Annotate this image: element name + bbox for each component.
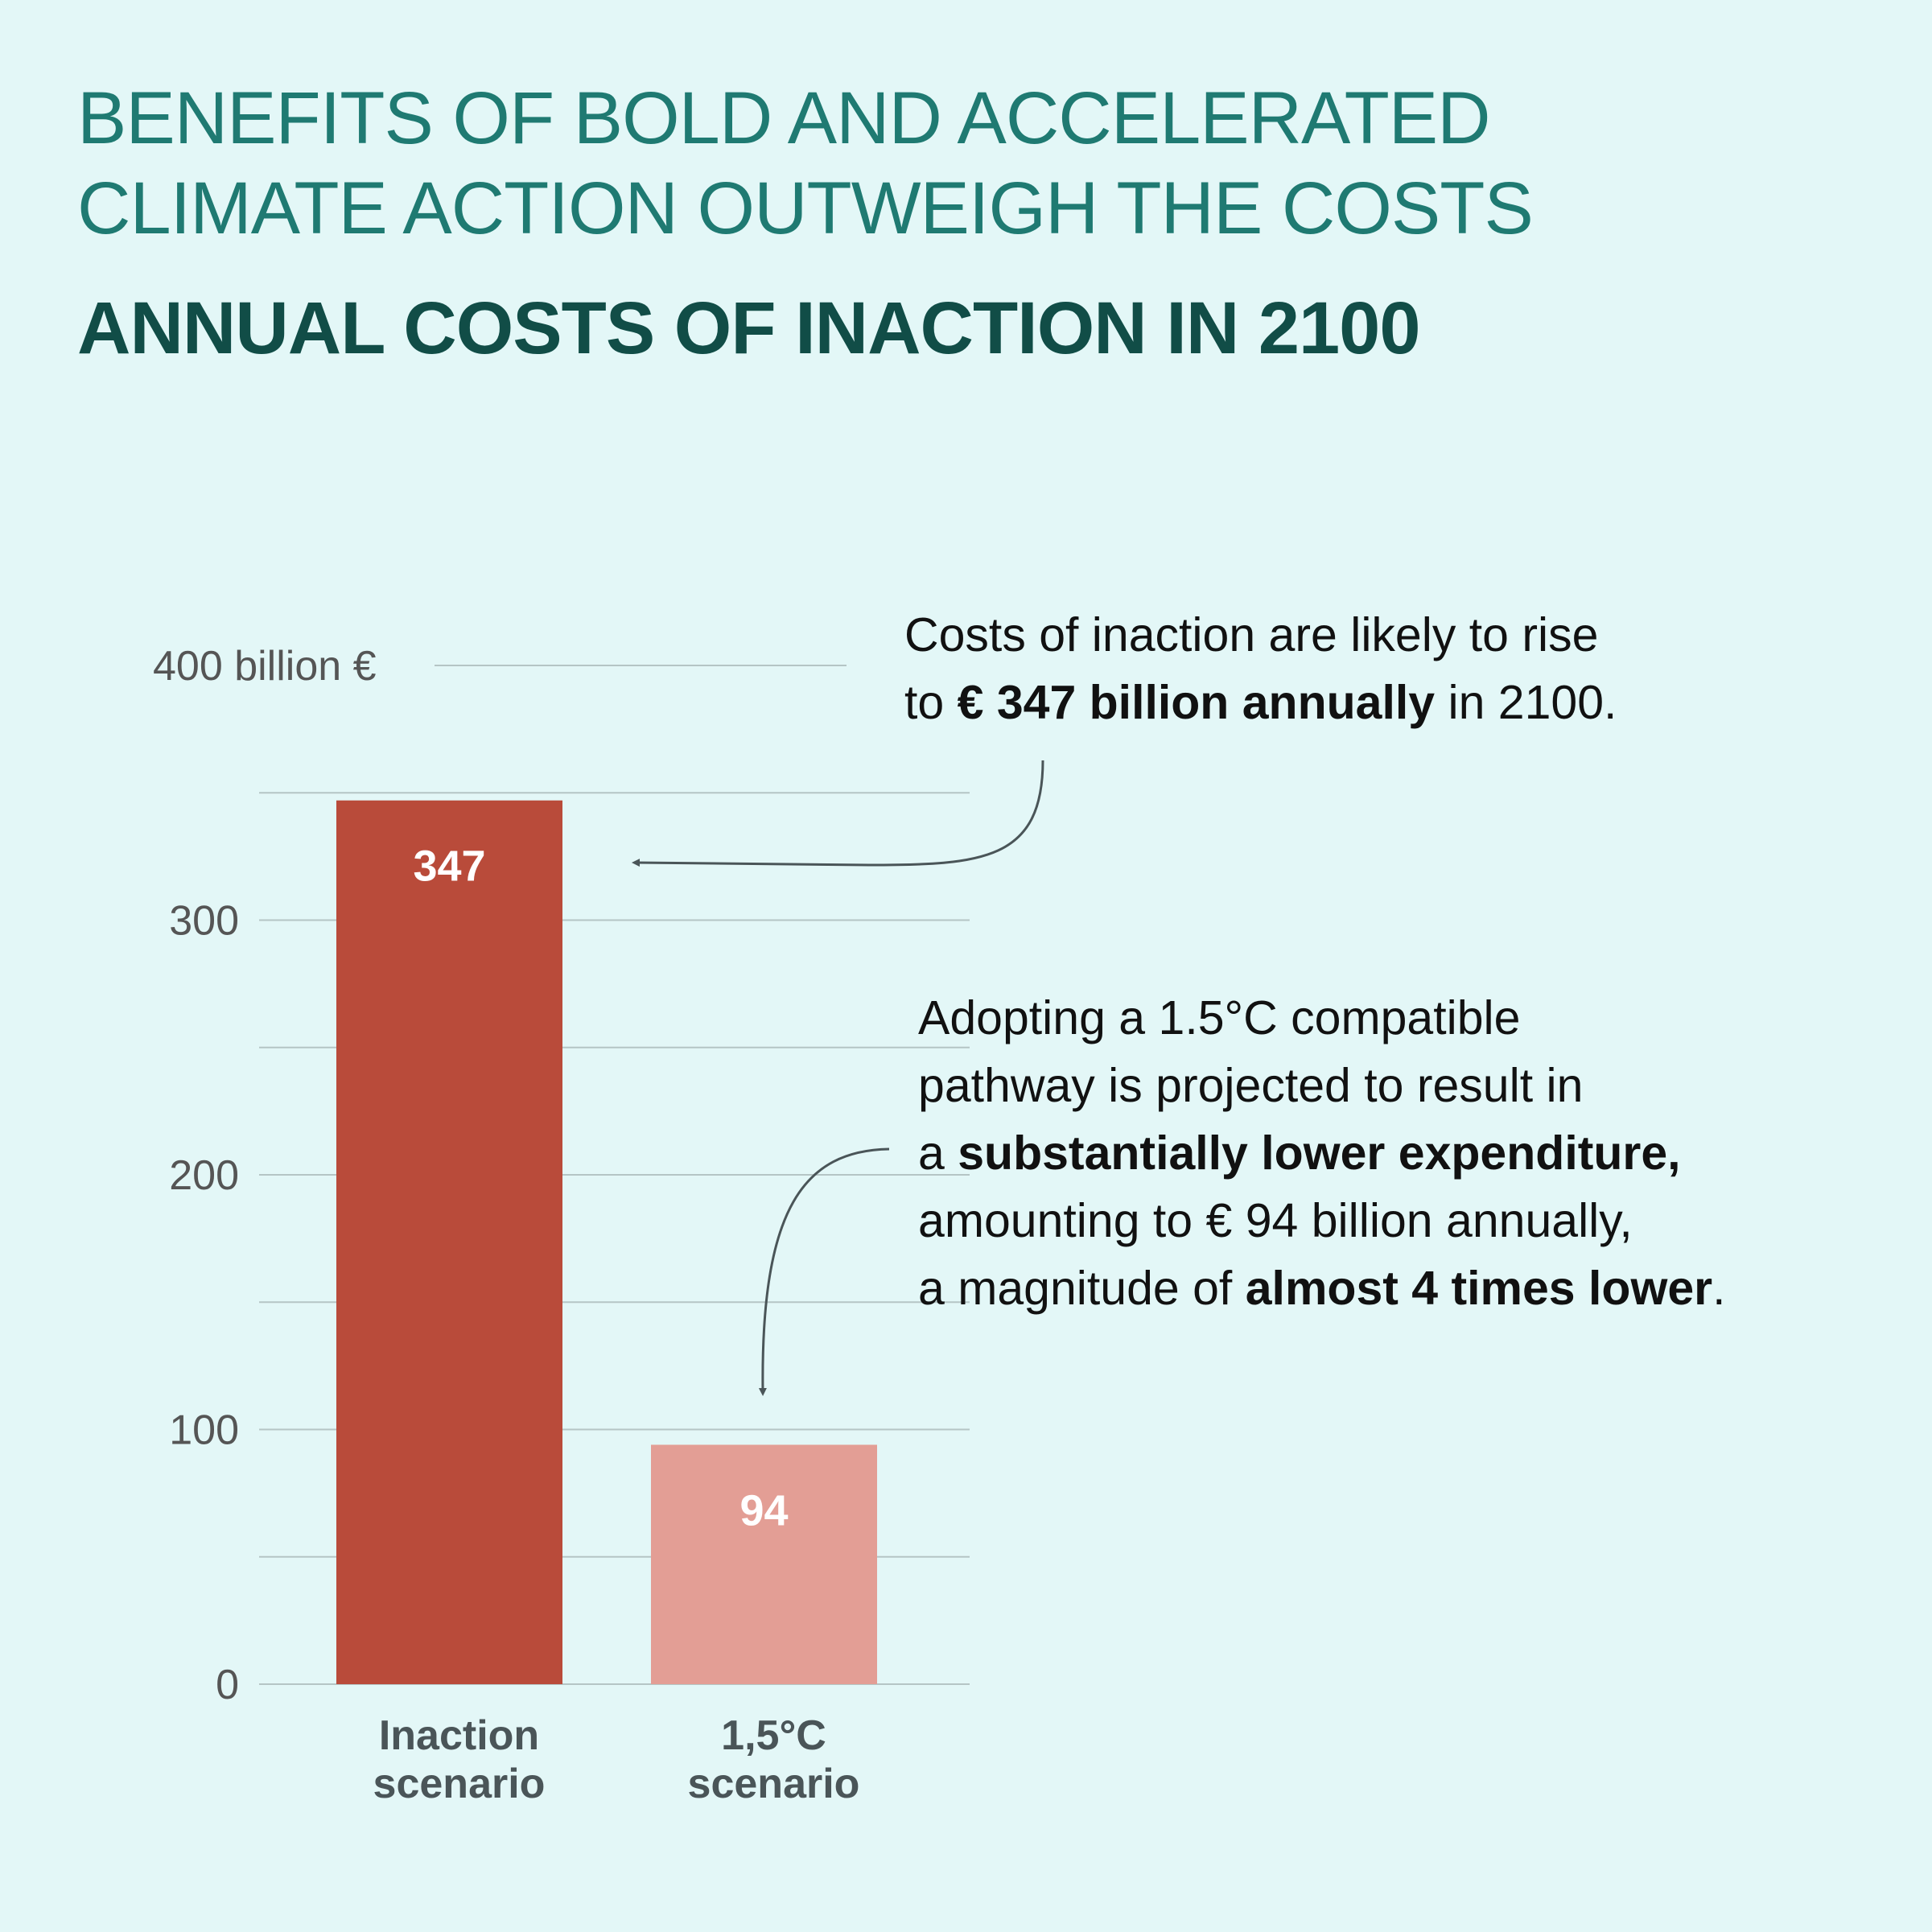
y-tick-label: 200: [169, 1152, 239, 1199]
y-tick-label: 400 billion €: [153, 643, 377, 690]
bar: [651, 1444, 877, 1684]
callout-pathway: Adopting a 1.5°C compatible pathway is p…: [918, 984, 1726, 1322]
callout-inaction-line1: Costs of inaction are likely to rise: [904, 608, 1599, 661]
bars: 347 94: [336, 800, 877, 1684]
callout-inaction: Costs of inaction are likely to rise to …: [904, 601, 1617, 736]
callout-pathway-line2: pathway is projected to result in: [918, 1059, 1584, 1112]
bar-value-label: 347: [413, 842, 485, 891]
category-label: scenario: [373, 1761, 546, 1807]
title-line-2: CLIMATE ACTION OUTWEIGH THE COSTS: [77, 167, 1534, 249]
callout-pathway-highlight-1: substantially lower expenditure,: [958, 1127, 1681, 1180]
callout-pathway-line1: Adopting a 1.5°C compatible: [918, 991, 1521, 1044]
title-line-1: BENEFITS OF BOLD AND ACCELERATED: [77, 77, 1491, 159]
y-axis-ticks: 0 100 200 300 400 billion €: [153, 643, 377, 1708]
callout-arrow-inaction: [632, 760, 1044, 867]
category-label: scenario: [688, 1761, 860, 1807]
callout-pathway-line3: a substantially lower expenditure,: [918, 1127, 1681, 1180]
y-tick-label: 300: [169, 898, 239, 945]
bar: [336, 800, 562, 1684]
category-label: 1,5°C: [721, 1712, 826, 1759]
callout-inaction-line2: to € 347 billion annually in 2100.: [904, 676, 1617, 729]
category-label: Inaction: [379, 1712, 539, 1759]
chart-subtitle: ANNUAL COSTS OF INACTION IN 2100: [77, 287, 1421, 369]
callout-inaction-highlight: € 347 billion annually: [957, 676, 1436, 729]
callout-arrow-pathway: [758, 1147, 890, 1396]
bar-value-label: 94: [739, 1486, 788, 1534]
callout-pathway-highlight-2: almost 4 times lower: [1245, 1262, 1713, 1315]
callout-arrows: [632, 760, 1044, 1396]
callout-pathway-line5: a magnitude of almost 4 times lower.: [918, 1262, 1726, 1315]
y-tick-label: 100: [169, 1407, 239, 1454]
y-tick-label: 0: [216, 1662, 239, 1708]
callout-pathway-line4: amounting to € 94 billion annually,: [918, 1194, 1633, 1247]
